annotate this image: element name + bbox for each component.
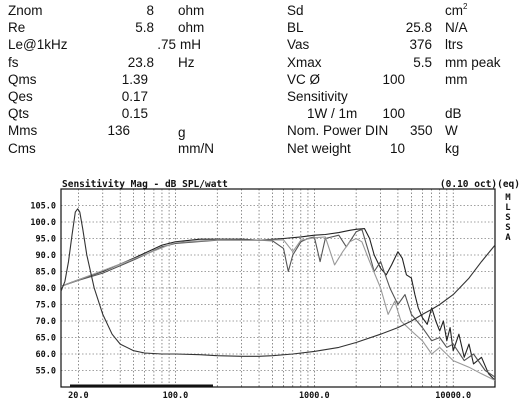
spec-unit-1w1m: dB <box>445 106 462 121</box>
frequency-response-chart: Sensitivity Mag - dB SPL/watt (0.10 oct)… <box>30 179 520 401</box>
spec-unit-sd-sup: 2 <box>463 2 468 11</box>
y-tick-label: 105.0 <box>30 202 56 212</box>
spec-value-qms: 1.39 <box>121 72 148 87</box>
spec-label-1w1m: 1W / 1m <box>307 106 358 121</box>
spec-label-qts: Qts <box>8 106 30 121</box>
chart-series <box>60 208 496 381</box>
spec-value-mms: 136 <box>107 123 130 138</box>
spec-value-xmax: 5.5 <box>413 55 432 70</box>
spec-unit-vc: mm <box>445 72 468 87</box>
side-label-letter: S <box>505 213 510 223</box>
y-tick-label: 80.0 <box>36 284 56 294</box>
chart-grid <box>61 189 496 387</box>
spec-value-bl: 25.8 <box>405 20 432 35</box>
chart-title: Sensitivity Mag - dB SPL/watt <box>62 179 228 190</box>
y-tick-label: 55.0 <box>36 367 56 377</box>
side-label-letter: A <box>505 233 511 243</box>
spec-unit-sd-base: cm <box>445 3 463 18</box>
spec-label-fs: fs <box>8 55 19 70</box>
spec-label-le: Le@1kHz <box>8 37 68 52</box>
spec-unit-re: ohm <box>178 20 205 35</box>
spec-unit-le: mH <box>180 37 201 52</box>
spec-label-cms: Cms <box>8 141 36 156</box>
spec-label-xmax: Xmax <box>287 55 322 70</box>
y-tick-label: 100.0 <box>30 218 56 228</box>
x-tick-label: 20.0 <box>68 391 88 401</box>
y-tick-label: 85.0 <box>36 268 56 278</box>
spec-label-vc: VC Ø <box>287 72 321 87</box>
x-tick-label: 10000.0 <box>435 391 471 401</box>
side-label-letter: L <box>505 203 511 213</box>
spec-label-bl: BL <box>287 20 304 35</box>
spec-label-mms: Mms <box>8 123 38 138</box>
spec-value-znom: 8 <box>146 3 154 18</box>
spec-unit-sd: cm2 <box>445 2 468 18</box>
spec-label-sensitivity: Sensitivity <box>287 89 348 104</box>
spec-value-fs: 23.8 <box>127 55 154 70</box>
y-tick-label: 65.0 <box>36 334 56 344</box>
spec-unit-weight: kg <box>445 141 460 156</box>
x-tick-label: 1000.0 <box>299 391 330 401</box>
spec-label-weight: Net weight <box>287 141 351 156</box>
spec-value-vc: 100 <box>382 72 405 87</box>
spec-value-qts: 0.15 <box>121 106 148 121</box>
spec-value-weight: 10 <box>389 141 405 156</box>
spec-value-re: 5.8 <box>135 20 154 35</box>
spec-value-1w1m: 100 <box>382 106 405 121</box>
spec-unit-vas: ltrs <box>445 37 463 52</box>
y-tick-label: 95.0 <box>36 235 56 245</box>
plot-frame <box>60 188 496 388</box>
side-label-letter: M <box>505 193 511 203</box>
y-tick-label: 75.0 <box>36 301 56 311</box>
spec-label-qms: Qms <box>8 72 37 87</box>
spec-unit-fs: Hz <box>178 55 195 70</box>
spec-value-vas: 376 <box>409 37 432 52</box>
chart-title-right: (0.10 oct)(eq) <box>440 179 520 190</box>
y-tick-label: 90.0 <box>36 251 56 261</box>
spec-label-sd: Sd <box>287 3 304 18</box>
spec-label-qes: Qes <box>8 89 33 104</box>
series-line-1 <box>60 228 496 381</box>
spec-label-re: Re <box>8 20 26 35</box>
spec-unit-mms: g <box>178 125 186 140</box>
side-label-letter: S <box>505 223 510 233</box>
spec-unit-bl: N/A <box>445 20 468 35</box>
series-line-3 <box>60 236 496 381</box>
y-tick-label: 60.0 <box>36 350 56 360</box>
spec-value-power: 350 <box>410 123 433 138</box>
y-tick-label: 70.0 <box>36 317 56 327</box>
spec-unit-xmax: mm peak <box>445 55 501 70</box>
spec-value-le: .75 <box>157 37 176 52</box>
spec-label-vas: Vas <box>287 37 310 52</box>
spec-unit-cms: mm/N <box>178 141 214 156</box>
series-line-4 <box>60 208 496 357</box>
x-axis-ticks: 20.0 100.0 1000.0 10000.0 <box>68 391 471 401</box>
spec-value-qes: 0.17 <box>121 89 148 104</box>
x-tick-label: 100.0 <box>163 391 189 401</box>
spec-label-power: Nom. Power DIN <box>287 123 389 138</box>
spec-unit-znom: ohm <box>178 3 205 18</box>
spec-unit-power: W <box>445 123 458 138</box>
y-axis-ticks: 105.0 100.0 95.0 90.0 85.0 80.0 75.0 70.0 65.0 60… <box>30 202 56 377</box>
spec-label-znom: Znom <box>8 3 43 18</box>
